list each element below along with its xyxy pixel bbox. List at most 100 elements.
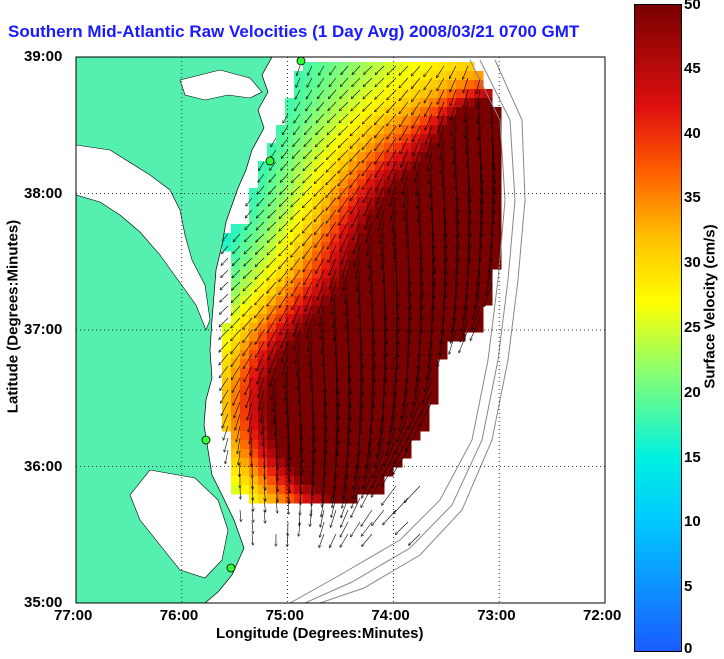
velocity-cell [276, 431, 286, 441]
velocity-cell [339, 197, 349, 207]
velocity-cell [321, 377, 331, 387]
velocity-cell [258, 305, 268, 315]
velocity-cell [303, 377, 313, 387]
velocity-cell [312, 485, 322, 495]
velocity-cell [438, 188, 448, 198]
velocity-cell [231, 305, 241, 315]
velocity-cell [447, 224, 457, 234]
velocity-cell [411, 89, 421, 99]
velocity-cell [474, 260, 484, 270]
velocity-cell [384, 116, 394, 126]
velocity-cell [366, 215, 376, 225]
velocity-cell [357, 242, 367, 252]
velocity-cell [303, 476, 313, 486]
velocity-cell [276, 161, 286, 171]
velocity-cell [402, 233, 412, 243]
velocity-cell [348, 350, 358, 360]
velocity-cell [321, 233, 331, 243]
velocity-cell [348, 431, 358, 441]
velocity-cell [276, 269, 286, 279]
velocity-cell [294, 350, 304, 360]
velocity-cell [303, 224, 313, 234]
velocity-cell [411, 116, 421, 126]
velocity-cell [330, 467, 340, 477]
velocity-cell [375, 305, 385, 315]
velocity-cell [312, 386, 322, 396]
velocity-cell [465, 107, 475, 117]
colorbar-tick-label: 50 [684, 0, 701, 13]
velocity-cell [339, 89, 349, 99]
velocity-cell [429, 197, 439, 207]
velocity-cell [411, 278, 421, 288]
velocity-cell [222, 368, 232, 378]
velocity-cell [240, 305, 250, 315]
velocity-cell [402, 89, 412, 99]
velocity-cell [330, 341, 340, 351]
velocity-cell [285, 422, 295, 432]
velocity-cell [375, 386, 385, 396]
velocity-cell [294, 197, 304, 207]
velocity-cell [276, 134, 286, 144]
velocity-cell [438, 62, 448, 72]
velocity-cell [366, 296, 376, 306]
velocity-cell [420, 179, 430, 189]
velocity-cell [357, 143, 367, 153]
velocity-cell [402, 341, 412, 351]
velocity-cell [411, 143, 421, 153]
velocity-cell [249, 341, 259, 351]
velocity-cell [420, 341, 430, 351]
velocity-cell [384, 107, 394, 117]
velocity-cell [438, 107, 448, 117]
velocity-cell [339, 386, 349, 396]
velocity-cell [420, 350, 430, 360]
velocity-cell [294, 386, 304, 396]
velocity-cell [240, 251, 250, 261]
velocity-cell [294, 260, 304, 270]
velocity-cell [312, 377, 322, 387]
velocity-cell [366, 116, 376, 126]
velocity-cell [357, 134, 367, 144]
velocity-cell [411, 251, 421, 261]
velocity-cell [276, 323, 286, 333]
velocity-cell [294, 161, 304, 171]
velocity-cell [231, 341, 241, 351]
velocity-cell [330, 170, 340, 180]
velocity-cell [339, 395, 349, 405]
velocity-cell [240, 296, 250, 306]
velocity-cell [339, 80, 349, 90]
velocity-cell [276, 188, 286, 198]
velocity-cell [249, 458, 259, 468]
velocity-cell [402, 143, 412, 153]
velocity-cell [384, 422, 394, 432]
velocity-cell [393, 278, 403, 288]
velocity-cell [240, 458, 250, 468]
velocity-cell [411, 422, 421, 432]
colorbar-tick-label: 40 [684, 125, 701, 142]
velocity-cell [303, 233, 313, 243]
velocity-cell [231, 260, 241, 270]
velocity-cell [375, 260, 385, 270]
velocity-cell [321, 314, 331, 324]
velocity-cell [321, 359, 331, 369]
velocity-cell [285, 260, 295, 270]
velocity-cell [294, 278, 304, 288]
velocity-cell [411, 305, 421, 315]
velocity-cell [348, 332, 358, 342]
velocity-cell [339, 431, 349, 441]
velocity-cell [384, 260, 394, 270]
velocity-cell [267, 458, 277, 468]
velocity-cell [339, 350, 349, 360]
velocity-cell [411, 287, 421, 297]
velocity-cell [402, 134, 412, 144]
velocity-cell [429, 314, 439, 324]
velocity-cell [348, 161, 358, 171]
velocity-cell [249, 485, 259, 495]
velocity-cell [456, 188, 466, 198]
velocity-cell [492, 107, 502, 117]
velocity-cell [276, 404, 286, 414]
velocity-cell [330, 80, 340, 90]
velocity-cell [285, 413, 295, 423]
velocity-cell [258, 296, 268, 306]
velocity-cell [339, 161, 349, 171]
velocity-cell [483, 179, 493, 189]
